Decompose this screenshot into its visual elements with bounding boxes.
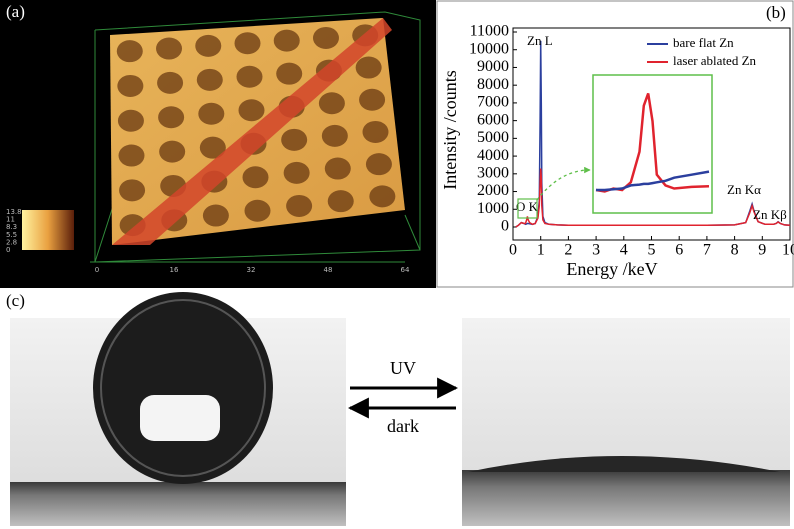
- x-tick-label: 10: [782, 242, 794, 259]
- y-tick-label: 0: [501, 218, 509, 235]
- dimple: [365, 153, 392, 176]
- y-tick-label: 8000: [477, 76, 509, 93]
- scale-label: 8.3: [6, 223, 17, 231]
- dimple: [355, 56, 382, 79]
- y-tick-label: 3000: [477, 164, 509, 181]
- legend-label: laser ablated Zn: [673, 53, 757, 68]
- peak-label: Zn Kα: [727, 182, 761, 197]
- dimple: [276, 62, 303, 85]
- y-tick-label: 10000: [469, 40, 509, 57]
- peak-label: O K: [516, 199, 539, 214]
- dimple: [195, 34, 222, 57]
- panel-label: (c): [6, 291, 25, 310]
- switch-label: UV: [390, 358, 416, 378]
- switch-label: dark: [387, 416, 419, 436]
- panel-a: (a): [0, 0, 436, 288]
- substrate: [462, 470, 790, 526]
- scale-label: 11: [6, 216, 15, 224]
- peak-label: Zn L: [527, 33, 553, 48]
- dimple: [156, 37, 183, 60]
- y-tick-label: 11000: [470, 23, 509, 40]
- x-tick-label: 3: [592, 242, 600, 259]
- x-tick-label: 64: [401, 266, 410, 274]
- dimple: [318, 92, 345, 115]
- y-axis-title: Intensity /counts: [440, 70, 460, 190]
- dimple: [157, 71, 184, 94]
- dimple: [117, 109, 144, 132]
- y-tick-label: 2000: [477, 182, 509, 199]
- dimple: [281, 128, 308, 151]
- y-tick-label: 6000: [477, 111, 509, 128]
- dimple: [196, 68, 223, 91]
- highlight-box: [517, 198, 538, 219]
- dimple: [159, 140, 186, 163]
- dimple: [242, 166, 269, 189]
- y-tick-label: 7000: [477, 94, 509, 111]
- x-tick-label: 2: [564, 242, 572, 259]
- droplet-rim: [100, 299, 266, 477]
- droplet-highlight: [140, 395, 220, 441]
- y-tick-label: 1000: [477, 200, 509, 217]
- dimple: [119, 179, 146, 202]
- peak-label: Zn Kβ: [753, 207, 787, 222]
- spread-droplet: [468, 456, 780, 472]
- x-tick-label: 7: [703, 242, 711, 259]
- y-tick-label: 5000: [477, 129, 509, 146]
- x-tick-label: 48: [324, 266, 333, 274]
- x-tick-label: 6: [675, 242, 683, 259]
- dimple: [116, 40, 143, 63]
- x-tick-label: 5: [648, 242, 656, 259]
- panel-label: (b): [766, 3, 786, 22]
- dimple: [327, 190, 354, 213]
- dimple: [202, 204, 229, 227]
- x-tick-label: 0: [95, 266, 99, 274]
- panel-label: (a): [6, 2, 25, 21]
- dimple: [118, 144, 145, 167]
- x-axis-title: Energy /keV: [566, 259, 657, 279]
- dimple: [198, 102, 225, 125]
- dimple: [324, 157, 351, 180]
- gap: [346, 318, 462, 529]
- dimple: [236, 65, 263, 88]
- dimple: [321, 124, 348, 147]
- dimple: [238, 99, 265, 122]
- scale-label: 13.8: [6, 208, 22, 216]
- inset-line: [596, 170, 710, 192]
- dimple: [234, 32, 261, 55]
- scale-label: 0: [6, 246, 10, 254]
- dimple: [286, 194, 313, 217]
- cut-plane: [112, 18, 392, 245]
- dimple: [158, 106, 185, 129]
- dimple: [283, 161, 310, 184]
- x-tick-label: 32: [247, 266, 256, 274]
- y-tick-label: 4000: [477, 147, 509, 164]
- legend-label: bare flat Zn: [673, 35, 734, 50]
- dimple: [244, 199, 271, 222]
- inset-frame: [592, 74, 713, 214]
- dimple: [273, 29, 300, 52]
- x-tick-label: 4: [620, 242, 628, 259]
- x-tick-label: 1: [537, 242, 545, 259]
- y-tick-label: 9000: [477, 58, 509, 75]
- color-scale: [22, 210, 74, 250]
- dimple: [199, 136, 226, 159]
- x-tick-label: 0: [509, 242, 517, 259]
- scale-label: 5.5: [6, 231, 17, 239]
- substrate: [10, 482, 346, 526]
- wireframe: [94, 11, 421, 263]
- dimple: [312, 26, 339, 49]
- dimple: [362, 120, 389, 143]
- x-tick-label: 8: [731, 242, 739, 259]
- droplet: [93, 292, 273, 484]
- dimple: [359, 88, 386, 111]
- dimple: [369, 185, 396, 208]
- x-tick-label: 16: [170, 266, 179, 274]
- panel-c: UV dark (c): [0, 289, 794, 529]
- dimple: [117, 74, 144, 97]
- x-tick-label: 9: [758, 242, 766, 259]
- scale-label: 2.8: [6, 238, 17, 246]
- zoom-arrow: [536, 166, 591, 201]
